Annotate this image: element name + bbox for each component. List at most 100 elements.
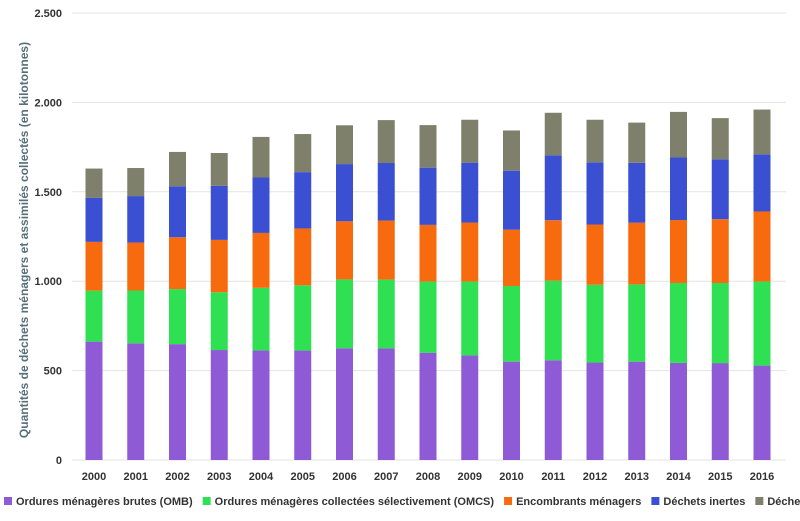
x-tick-label: 2015 [708, 471, 732, 483]
bar-2012-series-4 [586, 119, 604, 163]
bar-2013-series-3 [628, 162, 646, 223]
bar-2002-series-2 [169, 237, 186, 290]
x-tick-label: 2007 [374, 471, 398, 483]
bar-2014-series-4 [670, 111, 687, 158]
bar-2014-series-0 [670, 362, 687, 460]
legend-label: Ordures ménagères brutes (OMB) [16, 496, 193, 508]
bar-2012-series-3 [586, 162, 604, 225]
bar-2005-series-0 [294, 350, 312, 460]
bar-2010-series-3 [503, 170, 520, 230]
bar-2010-series-1 [503, 286, 520, 362]
bar-2001-series-2 [127, 242, 145, 291]
x-tick-label: 2001 [124, 471, 148, 483]
bar-2003-series-0 [210, 350, 228, 460]
bar-2015-series-4 [711, 118, 729, 160]
bar-2006-series-4 [336, 125, 353, 165]
bar-2007-series-0 [377, 348, 395, 460]
bar-2009-series-3 [461, 162, 479, 223]
legend-item: Déchets verts [755, 496, 800, 508]
bar-2008-series-3 [419, 167, 437, 225]
bar-2011-series-4 [544, 112, 562, 156]
bar-2002-series-1 [169, 289, 186, 345]
bar-2011-series-1 [544, 280, 562, 361]
bar-2009-series-0 [461, 355, 479, 460]
bar-2008-series-4 [419, 125, 437, 168]
bar-2002-series-4 [169, 151, 186, 187]
x-tick-label: 2003 [207, 471, 231, 483]
bar-2014-series-2 [670, 220, 687, 283]
bar-2004-series-3 [252, 177, 270, 233]
y-tick-label: 500 [44, 366, 62, 378]
legend: Ordures ménagères brutes (OMB) Ordures mé… [4, 496, 800, 508]
legend-label: Déchets inertes [663, 496, 745, 508]
y-tick-label: 0 [56, 455, 62, 467]
bar-2005-series-2 [294, 228, 312, 286]
x-tick-label: 2014 [666, 471, 691, 483]
legend-item: Déchets inertes [651, 496, 745, 508]
legend-item: Ordures ménagères collectées sélectiveme… [202, 496, 495, 508]
legend-swatch [755, 497, 764, 505]
bar-2003-series-1 [210, 292, 228, 351]
bar-2012-series-1 [586, 284, 604, 363]
bar-2003-series-3 [210, 185, 228, 240]
bar-2005-series-4 [294, 134, 312, 173]
bar-2002-series-0 [169, 344, 186, 460]
bar-2005-series-1 [294, 285, 312, 351]
x-tick-label: 2006 [332, 471, 356, 483]
legend-swatch [4, 497, 12, 505]
bar-2016-series-3 [753, 154, 771, 212]
bar-2000-series-1 [85, 290, 103, 342]
bar-2005-series-3 [294, 172, 312, 229]
bar-2014-series-3 [670, 157, 687, 221]
legend-item: Encombrants ménagers [504, 496, 641, 508]
legend-swatch [202, 497, 211, 505]
x-tick-label: 2008 [416, 471, 440, 483]
legend-label: Encombrants ménagers [516, 496, 641, 508]
bar-2015-series-3 [711, 159, 729, 220]
bar-2006-series-0 [336, 348, 353, 460]
bar-2016-series-0 [753, 365, 771, 460]
bar-2007-series-3 [377, 163, 395, 221]
bar-2004-series-1 [252, 287, 270, 351]
bar-2015-series-1 [711, 282, 729, 364]
legend-label: Ordures ménagères collectées sélectiveme… [215, 496, 495, 508]
bar-2004-series-2 [252, 232, 270, 288]
bar-2006-series-1 [336, 279, 353, 349]
legend-label: Déchets verts [767, 496, 800, 508]
x-tick-label: 2013 [625, 471, 649, 483]
bar-2015-series-2 [711, 219, 729, 283]
bar-2013-series-1 [628, 284, 646, 362]
bar-2001-series-3 [127, 196, 145, 243]
bar-2003-series-2 [210, 239, 228, 293]
bar-2008-series-1 [419, 281, 437, 353]
x-tick-label: 2011 [541, 471, 565, 483]
bar-2004-series-4 [252, 136, 270, 178]
bar-2007-series-1 [377, 279, 395, 349]
bar-2010-series-2 [503, 229, 520, 287]
x-tick-labels: 2000 2001 2002 2003 2004 2005 2006 2007 2008 2009… [82, 471, 774, 483]
bar-2000-series-3 [85, 197, 103, 242]
bar-2000-series-0 [85, 341, 103, 460]
bar-2001-series-4 [127, 168, 145, 197]
bar-2003-series-4 [210, 153, 228, 186]
bar-2007-series-4 [377, 120, 395, 164]
y-tick-label: 1.000 [34, 276, 62, 288]
bar-2000-series-2 [85, 241, 103, 291]
legend-item: Ordures ménagères brutes (OMB) [4, 496, 193, 508]
bar-2011-series-3 [544, 155, 562, 221]
bar-2016-series-4 [753, 109, 771, 155]
y-tick-label: 2.000 [34, 97, 62, 109]
x-tick-label: 2010 [499, 471, 523, 483]
x-tick-label: 2005 [291, 471, 315, 483]
bar-2011-series-2 [544, 220, 562, 281]
x-tick-label: 2016 [750, 471, 774, 483]
bar-2009-series-4 [461, 119, 479, 163]
bar-2010-series-4 [503, 130, 520, 171]
y-tick-label: 1.500 [34, 187, 62, 199]
bar-2013-series-4 [628, 122, 646, 163]
bar-2001-series-1 [127, 290, 145, 344]
bar-2000-series-4 [85, 168, 103, 198]
bar-2013-series-0 [628, 361, 646, 460]
